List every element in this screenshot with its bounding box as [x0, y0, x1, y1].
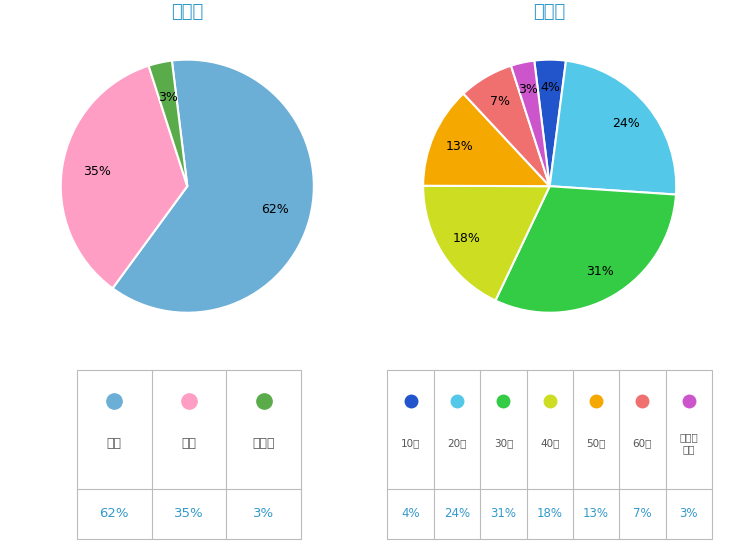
Text: 35%: 35% — [83, 165, 111, 178]
Text: 18%: 18% — [537, 507, 562, 520]
Text: 40代: 40代 — [540, 438, 559, 448]
Text: 24%: 24% — [444, 507, 470, 520]
Text: 3%: 3% — [519, 83, 539, 96]
Text: 3%: 3% — [254, 507, 274, 520]
FancyBboxPatch shape — [77, 371, 301, 539]
Text: 13%: 13% — [445, 140, 473, 153]
Text: 4%: 4% — [540, 81, 560, 94]
Text: 男性: 男性 — [107, 437, 122, 450]
Text: 20代: 20代 — [447, 438, 467, 448]
Text: 30代: 30代 — [494, 438, 513, 448]
Wedge shape — [464, 66, 550, 186]
Wedge shape — [423, 94, 550, 186]
Text: 50代: 50代 — [587, 438, 606, 448]
Text: 7%: 7% — [490, 95, 510, 108]
Text: 3%: 3% — [680, 507, 698, 520]
Text: その他
年代: その他 年代 — [680, 432, 698, 454]
Text: 62%: 62% — [262, 203, 290, 216]
Wedge shape — [495, 186, 676, 312]
Text: 女性: 女性 — [181, 437, 197, 450]
Text: 24%: 24% — [612, 117, 640, 130]
Wedge shape — [113, 59, 314, 312]
FancyBboxPatch shape — [388, 371, 712, 539]
Title: 男女比: 男女比 — [171, 3, 203, 21]
Wedge shape — [534, 59, 566, 186]
Text: 62%: 62% — [99, 507, 129, 520]
Title: 年代比: 年代比 — [534, 3, 566, 21]
Text: その他: その他 — [253, 437, 275, 450]
Text: 18%: 18% — [453, 232, 480, 245]
Text: 35%: 35% — [174, 507, 204, 520]
Text: 10代: 10代 — [401, 438, 420, 448]
Text: 31%: 31% — [586, 265, 613, 278]
Wedge shape — [60, 66, 187, 288]
Text: 13%: 13% — [583, 507, 609, 520]
Text: 7%: 7% — [633, 507, 652, 520]
Wedge shape — [423, 186, 550, 301]
Text: 3%: 3% — [158, 91, 178, 104]
Text: 60代: 60代 — [632, 438, 652, 448]
Text: 4%: 4% — [402, 507, 420, 520]
Text: 31%: 31% — [490, 507, 517, 520]
Wedge shape — [550, 60, 677, 194]
Wedge shape — [149, 60, 187, 186]
Wedge shape — [511, 60, 550, 186]
